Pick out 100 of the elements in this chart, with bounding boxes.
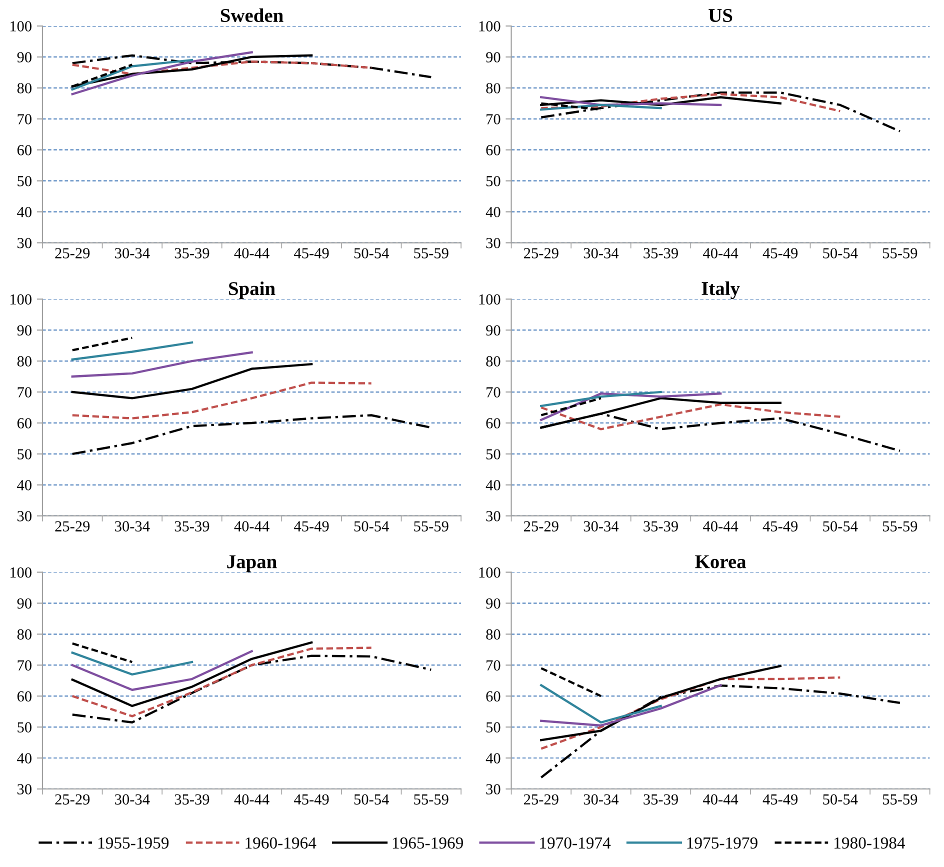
- y-tick-label: 50: [18, 449, 32, 460]
- y-tick-label: 90: [486, 598, 500, 609]
- y-tick-label: 50: [18, 722, 32, 732]
- y-tick-label: 40: [17, 480, 32, 490]
- y-tick-label: 80: [486, 629, 500, 640]
- y-tick-label: 80: [17, 356, 32, 366]
- x-tick-label: 30-34: [584, 521, 619, 532]
- y-tick-label: 70: [486, 114, 500, 124]
- y-tick-label: 40: [17, 206, 32, 218]
- x-tick-label: 50-54: [354, 794, 389, 805]
- x-tick-label: 35-39: [644, 521, 678, 532]
- x-tick-label: 25-29: [55, 521, 90, 532]
- y-tick-label: 80: [486, 356, 500, 366]
- legend-label: 1955-1959: [98, 837, 169, 849]
- legend-label: 1975-1979: [687, 837, 758, 849]
- x-tick-label: 40-44: [703, 521, 738, 532]
- x-tick-label: 55-59: [883, 794, 918, 805]
- x-tick-label: 55-59: [414, 521, 448, 532]
- x-tick-label: 45-49: [762, 248, 798, 258]
- x-tick-label: 25-29: [524, 521, 558, 532]
- y-tick-label: 30: [18, 511, 32, 522]
- y-tick-label: 70: [18, 114, 32, 124]
- y-tick-label: 100: [10, 567, 32, 578]
- chart-title: Sweden: [220, 8, 284, 22]
- y-tick-label: 70: [18, 660, 32, 671]
- y-tick-label: 60: [17, 145, 32, 156]
- x-tick-label: 30-34: [584, 248, 619, 258]
- x-tick-label: 45-49: [294, 794, 329, 805]
- x-tick-label: 25-29: [524, 248, 558, 258]
- y-tick-label: 100: [10, 294, 32, 305]
- chart-title: Spain: [229, 281, 276, 300]
- x-tick-label: 50-54: [823, 794, 858, 805]
- x-tick-label: 45-49: [294, 248, 329, 258]
- x-tick-label: 35-39: [174, 521, 210, 532]
- chart-title: Korea: [695, 555, 746, 568]
- x-tick-label: 35-39: [644, 794, 678, 805]
- y-tick-label: 90: [17, 598, 32, 609]
- chart-title: Japan: [227, 555, 277, 572]
- x-tick-label: 45-49: [762, 521, 798, 532]
- y-tick-label: 100: [479, 294, 500, 305]
- x-tick-label: 50-54: [354, 521, 389, 532]
- y-tick-label: 70: [18, 387, 32, 398]
- x-tick-label: 30-34: [115, 248, 150, 258]
- y-tick-label: 60: [486, 691, 500, 702]
- y-tick-label: 100: [479, 567, 500, 578]
- y-tick-label: 90: [17, 325, 32, 336]
- x-tick-label: 40-44: [703, 248, 738, 258]
- legend-label: 1960-1964: [246, 837, 316, 849]
- x-tick-label: 25-29: [55, 794, 90, 805]
- y-tick-label: 70: [486, 660, 500, 671]
- legend-label: 1965-1969: [392, 837, 463, 849]
- y-tick-label: 60: [486, 145, 500, 156]
- y-tick-label: 60: [17, 418, 32, 428]
- x-tick-label: 35-39: [644, 248, 678, 258]
- y-tick-label: 60: [17, 691, 32, 702]
- legend-label: 1970-1974: [540, 837, 611, 849]
- x-tick-label: 45-49: [762, 794, 798, 805]
- y-tick-label: 30: [486, 784, 500, 794]
- y-tick-label: 80: [486, 83, 500, 94]
- y-tick-label: 60: [486, 418, 500, 428]
- y-tick-label: 100: [479, 21, 500, 32]
- x-tick-label: 55-59: [883, 248, 918, 258]
- chart-title: Italy: [702, 281, 740, 300]
- x-tick-label: 50-54: [354, 248, 389, 258]
- x-tick-label: 40-44: [234, 521, 270, 532]
- y-tick-label: 30: [486, 238, 500, 248]
- y-tick-label: 30: [18, 784, 32, 794]
- x-tick-label: 35-39: [174, 794, 210, 805]
- x-tick-label: 40-44: [703, 794, 738, 805]
- x-tick-label: 35-39: [174, 248, 210, 258]
- x-tick-label: 30-34: [115, 521, 150, 532]
- x-tick-label: 55-59: [883, 521, 918, 532]
- x-tick-label: 55-59: [414, 248, 448, 258]
- y-tick-label: 30: [486, 511, 500, 522]
- y-tick-label: 40: [486, 206, 500, 218]
- y-tick-label: 80: [17, 83, 32, 94]
- x-tick-label: 50-54: [823, 248, 858, 258]
- y-tick-label: 40: [486, 480, 500, 490]
- y-tick-label: 90: [486, 325, 500, 336]
- x-tick-label: 25-29: [524, 794, 558, 805]
- x-tick-label: 30-34: [115, 794, 150, 805]
- x-tick-label: 25-29: [55, 248, 90, 258]
- x-tick-label: 40-44: [234, 794, 270, 805]
- y-tick-label: 80: [17, 629, 32, 640]
- chart-title: US: [708, 8, 732, 22]
- x-tick-label: 30-34: [584, 794, 619, 805]
- y-tick-label: 30: [18, 238, 32, 248]
- x-tick-label: 50-54: [823, 521, 858, 532]
- y-tick-label: 70: [486, 387, 500, 398]
- y-tick-label: 90: [486, 52, 500, 62]
- x-tick-label: 55-59: [414, 794, 448, 805]
- y-tick-label: 50: [18, 176, 32, 186]
- legend-label: 1980-1984: [834, 837, 906, 849]
- x-tick-label: 45-49: [294, 521, 329, 532]
- y-tick-label: 90: [17, 52, 32, 62]
- x-tick-label: 40-44: [234, 248, 270, 258]
- y-tick-label: 40: [17, 753, 32, 764]
- y-tick-label: 40: [486, 753, 500, 764]
- y-tick-label: 50: [486, 449, 500, 460]
- y-tick-label: 50: [486, 176, 500, 186]
